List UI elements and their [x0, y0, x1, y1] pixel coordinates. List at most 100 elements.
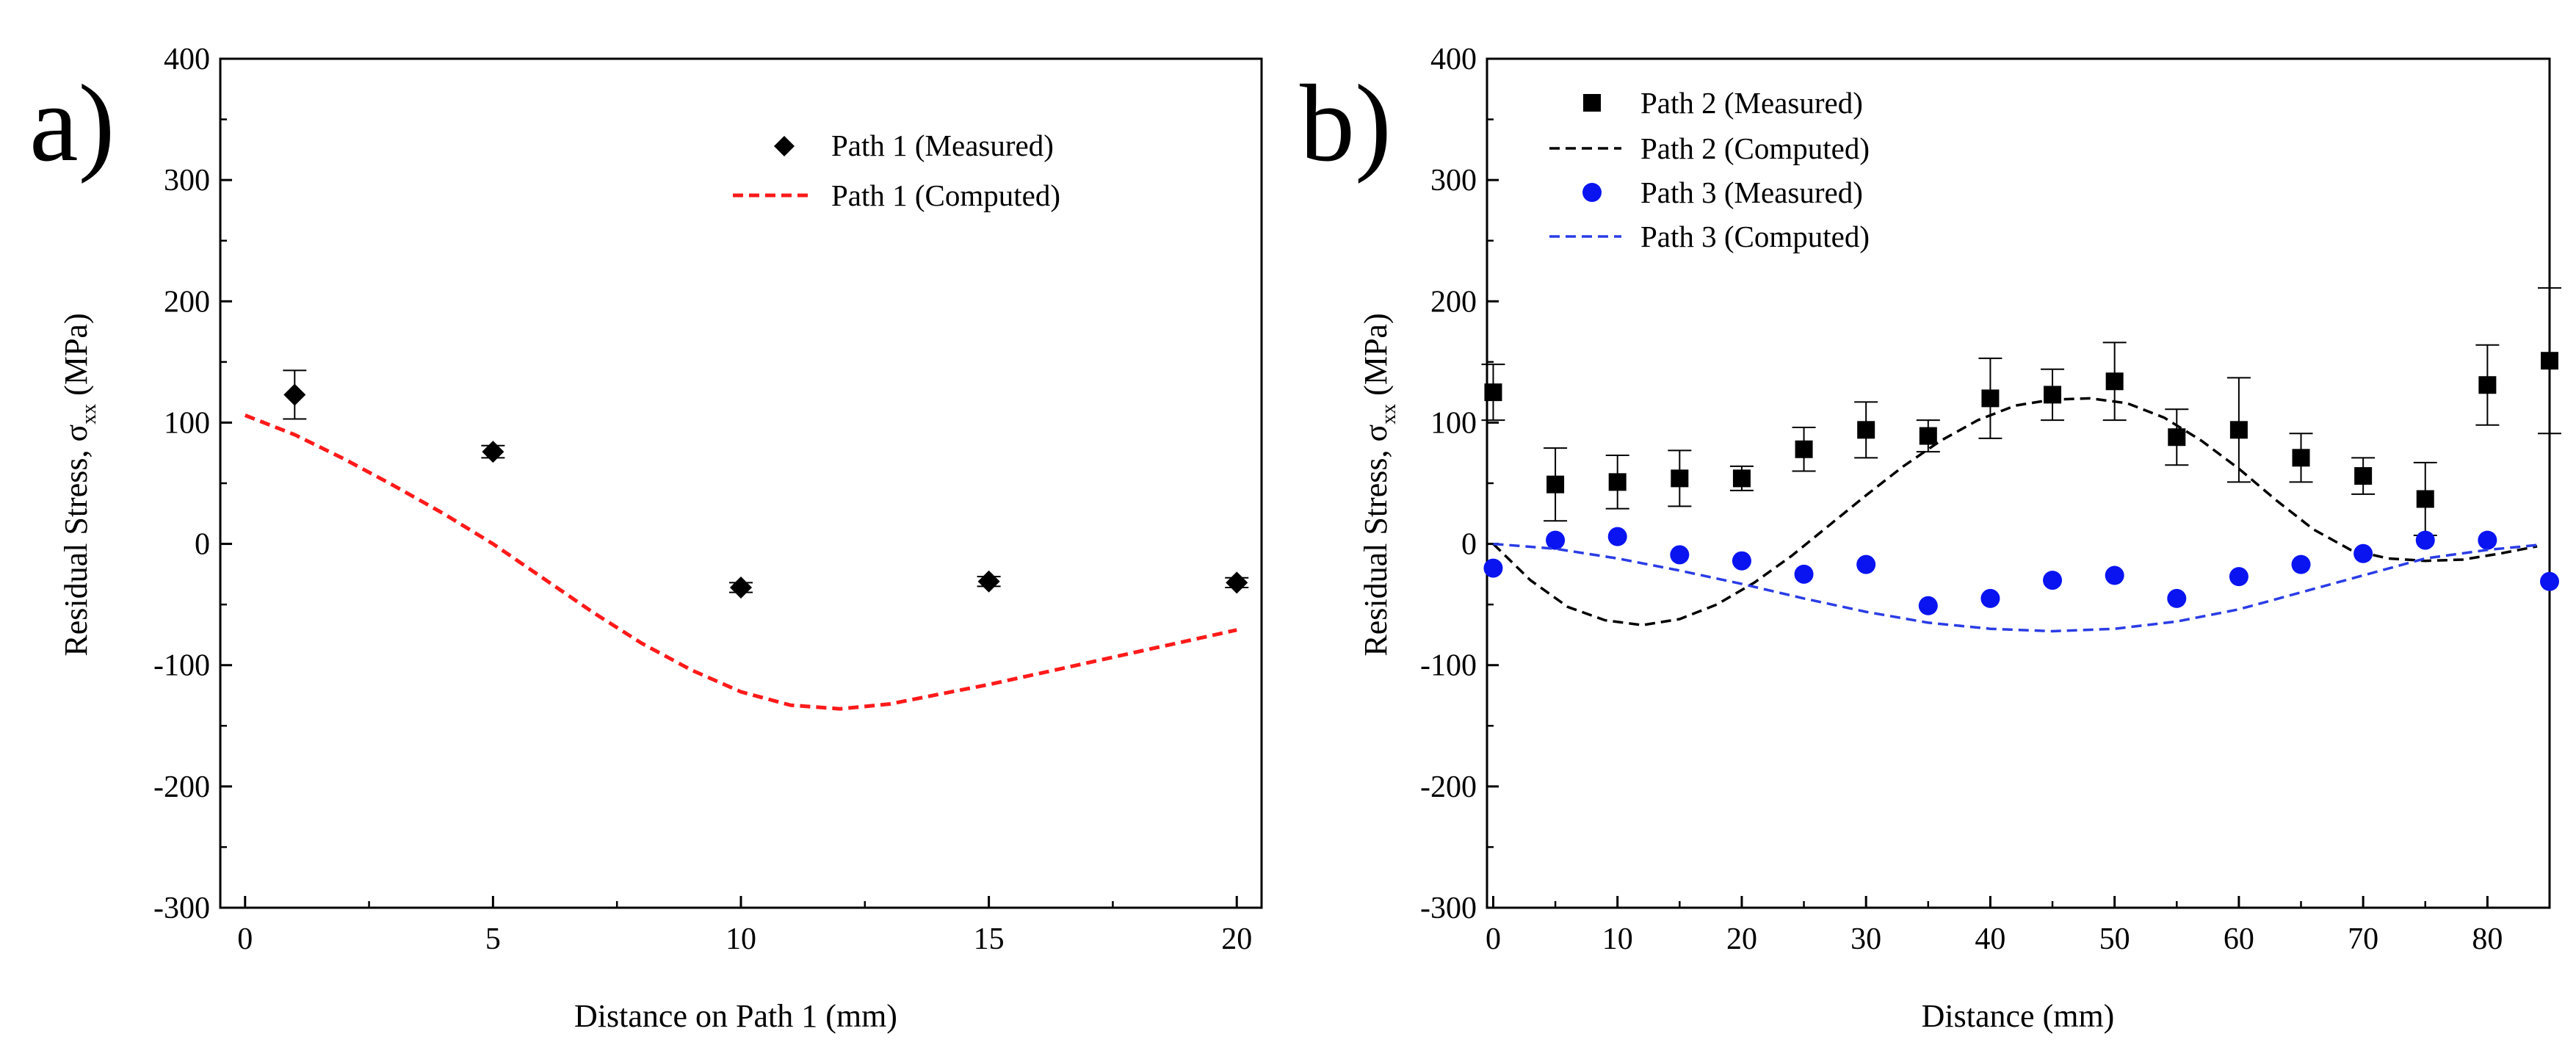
data-point-circle [1980, 588, 2000, 608]
legend-label-path1-measured: Path 1 (Measured) [831, 129, 1054, 162]
data-point-circle [2105, 565, 2124, 585]
data-point-circle [1546, 530, 1566, 550]
x-tick-label: 0 [1486, 922, 1501, 956]
panel-a-ticks: -300 -200 -100 0 100 200 300 400 0 5 10 15 20 [153, 43, 1252, 956]
panel-b-series [1481, 287, 2561, 633]
data-point-square [2541, 352, 2558, 370]
data-point-square [2292, 449, 2310, 467]
data-point-diamond [977, 570, 1000, 593]
data-point-circle [1732, 551, 1751, 571]
y-title-unit: (MPa) [1358, 313, 1394, 403]
panel-a-plot-frame [219, 57, 1263, 909]
panel-a-x-axis-title: Distance on Path 1 (mm) [574, 998, 897, 1034]
legend-label-path1-computed: Path 1 (Computed) [831, 178, 1060, 212]
y-tick-label: 100 [164, 406, 210, 440]
panel-b: b) -300 -200 -100 0 100 200 300 400 0 10 20 30 40 50 6… [1300, 43, 2561, 1034]
y-tick-label: 200 [164, 285, 210, 319]
legend-label-path3-measured: Path 3 (Measured) [1640, 176, 1863, 209]
y-tick-label: -200 [153, 770, 210, 804]
x-tick-label: 80 [2472, 922, 2503, 956]
data-point-square [1732, 469, 1751, 488]
data-point-circle [1607, 527, 1627, 546]
data-point-circle [1918, 596, 1938, 615]
x-tick-label: 0 [237, 922, 253, 956]
y-title-subscript: xx [78, 404, 101, 424]
legend-label-path3-computed: Path 3 (Computed) [1640, 220, 1870, 253]
panel-a: a) -300 -200 -100 0 100 200 300 400 0 5 10 15 20 Pat… [29, 43, 1263, 1034]
data-point-diamond [730, 577, 752, 599]
y-tick-label: 0 [195, 528, 210, 562]
data-point-square [1857, 421, 1875, 439]
data-point-square [1795, 440, 1813, 458]
panel-b-ticks: -300 -200 -100 0 100 200 300 400 0 10 20 30 40 50 60 70… [1420, 43, 2503, 956]
x-tick-label: 30 [1850, 922, 1881, 956]
x-tick-label: 15 [974, 922, 1005, 956]
data-point-square [2168, 428, 2186, 447]
data-point-square [2354, 467, 2373, 485]
y-tick-label: 200 [1430, 285, 1477, 319]
y-tick-label: 100 [1430, 406, 1477, 440]
x-tick-label: 40 [1975, 922, 2005, 956]
data-point-square [2105, 372, 2124, 391]
data-point-square [1919, 427, 1937, 445]
panel-a-legend: Path 1 (Measured) Path 1 (Computed) [733, 129, 1060, 212]
x-tick-label: 20 [1221, 922, 1252, 956]
data-point-circle [2167, 588, 2187, 608]
y-tick-label: -100 [153, 649, 210, 683]
panel-b-y-axis-title: Residual Stress, σxx (MPa) [1358, 313, 1400, 656]
y-title-main: Residual Stress, σ [1358, 424, 1394, 657]
y-tick-label: -300 [153, 892, 210, 925]
data-point-circle [1670, 545, 1690, 565]
data-point-square [2478, 376, 2497, 394]
data-point-square [1671, 469, 1689, 488]
x-tick-label: 10 [1602, 922, 1633, 956]
data-point-diamond [1226, 571, 1248, 594]
data-point-circle [2478, 530, 2497, 550]
y-tick-label: 300 [1430, 164, 1477, 198]
legend-marker-path3-measured [1582, 183, 1602, 202]
x-tick-label: 70 [2348, 922, 2378, 956]
y-tick-label: -100 [1420, 649, 1477, 683]
data-point-circle [2415, 530, 2435, 550]
data-point-square [2416, 490, 2434, 508]
panel-b-label: b) [1300, 62, 1392, 184]
legend-marker-path1-measured [774, 136, 795, 156]
data-point-square [1608, 473, 1627, 491]
y-title-subscript: xx [1378, 404, 1400, 424]
x-tick-label: 60 [2224, 922, 2254, 956]
data-point-square [1484, 383, 1502, 402]
data-point-circle [1856, 554, 1876, 574]
series-line-3 [1493, 542, 2538, 633]
panel-b-legend: Path 2 (Measured) Path 2 (Computed) Path… [1549, 86, 1870, 253]
legend-label-path2-computed: Path 2 (Computed) [1640, 131, 1870, 165]
x-tick-label: 20 [1726, 922, 1757, 956]
series-line-1 [244, 413, 1237, 711]
data-point-square [2229, 421, 2248, 439]
data-point-circle [2043, 571, 2063, 590]
panel-a-label: a) [29, 62, 115, 184]
y-title-main: Residual Stress, σ [58, 424, 94, 657]
data-point-circle [2540, 571, 2559, 591]
x-tick-label: 5 [485, 922, 501, 956]
panel-a-series [244, 369, 1249, 711]
data-point-diamond [482, 441, 504, 463]
y-tick-label: 300 [164, 164, 210, 198]
panel-a-y-axis-title: Residual Stress, σxx (MPa) [58, 313, 101, 656]
panel-b-x-axis-title: Distance (mm) [1922, 998, 2115, 1034]
data-point-square [1546, 475, 1565, 494]
x-tick-label: 10 [726, 922, 756, 956]
y-tick-label: -200 [1420, 770, 1477, 804]
y-tick-label: 400 [164, 43, 210, 76]
x-tick-label: 50 [2099, 922, 2130, 956]
data-point-circle [2354, 543, 2373, 563]
data-point-diamond [283, 383, 306, 406]
legend-label-path2-measured: Path 2 (Measured) [1640, 86, 1863, 120]
series-line-1 [1492, 397, 2538, 626]
y-tick-label: 400 [1430, 43, 1477, 76]
data-point-square [1981, 389, 2000, 408]
y-tick-label: -300 [1420, 892, 1477, 925]
data-point-circle [2291, 554, 2311, 574]
y-title-unit: (MPa) [58, 313, 94, 403]
data-point-circle [2229, 567, 2248, 587]
